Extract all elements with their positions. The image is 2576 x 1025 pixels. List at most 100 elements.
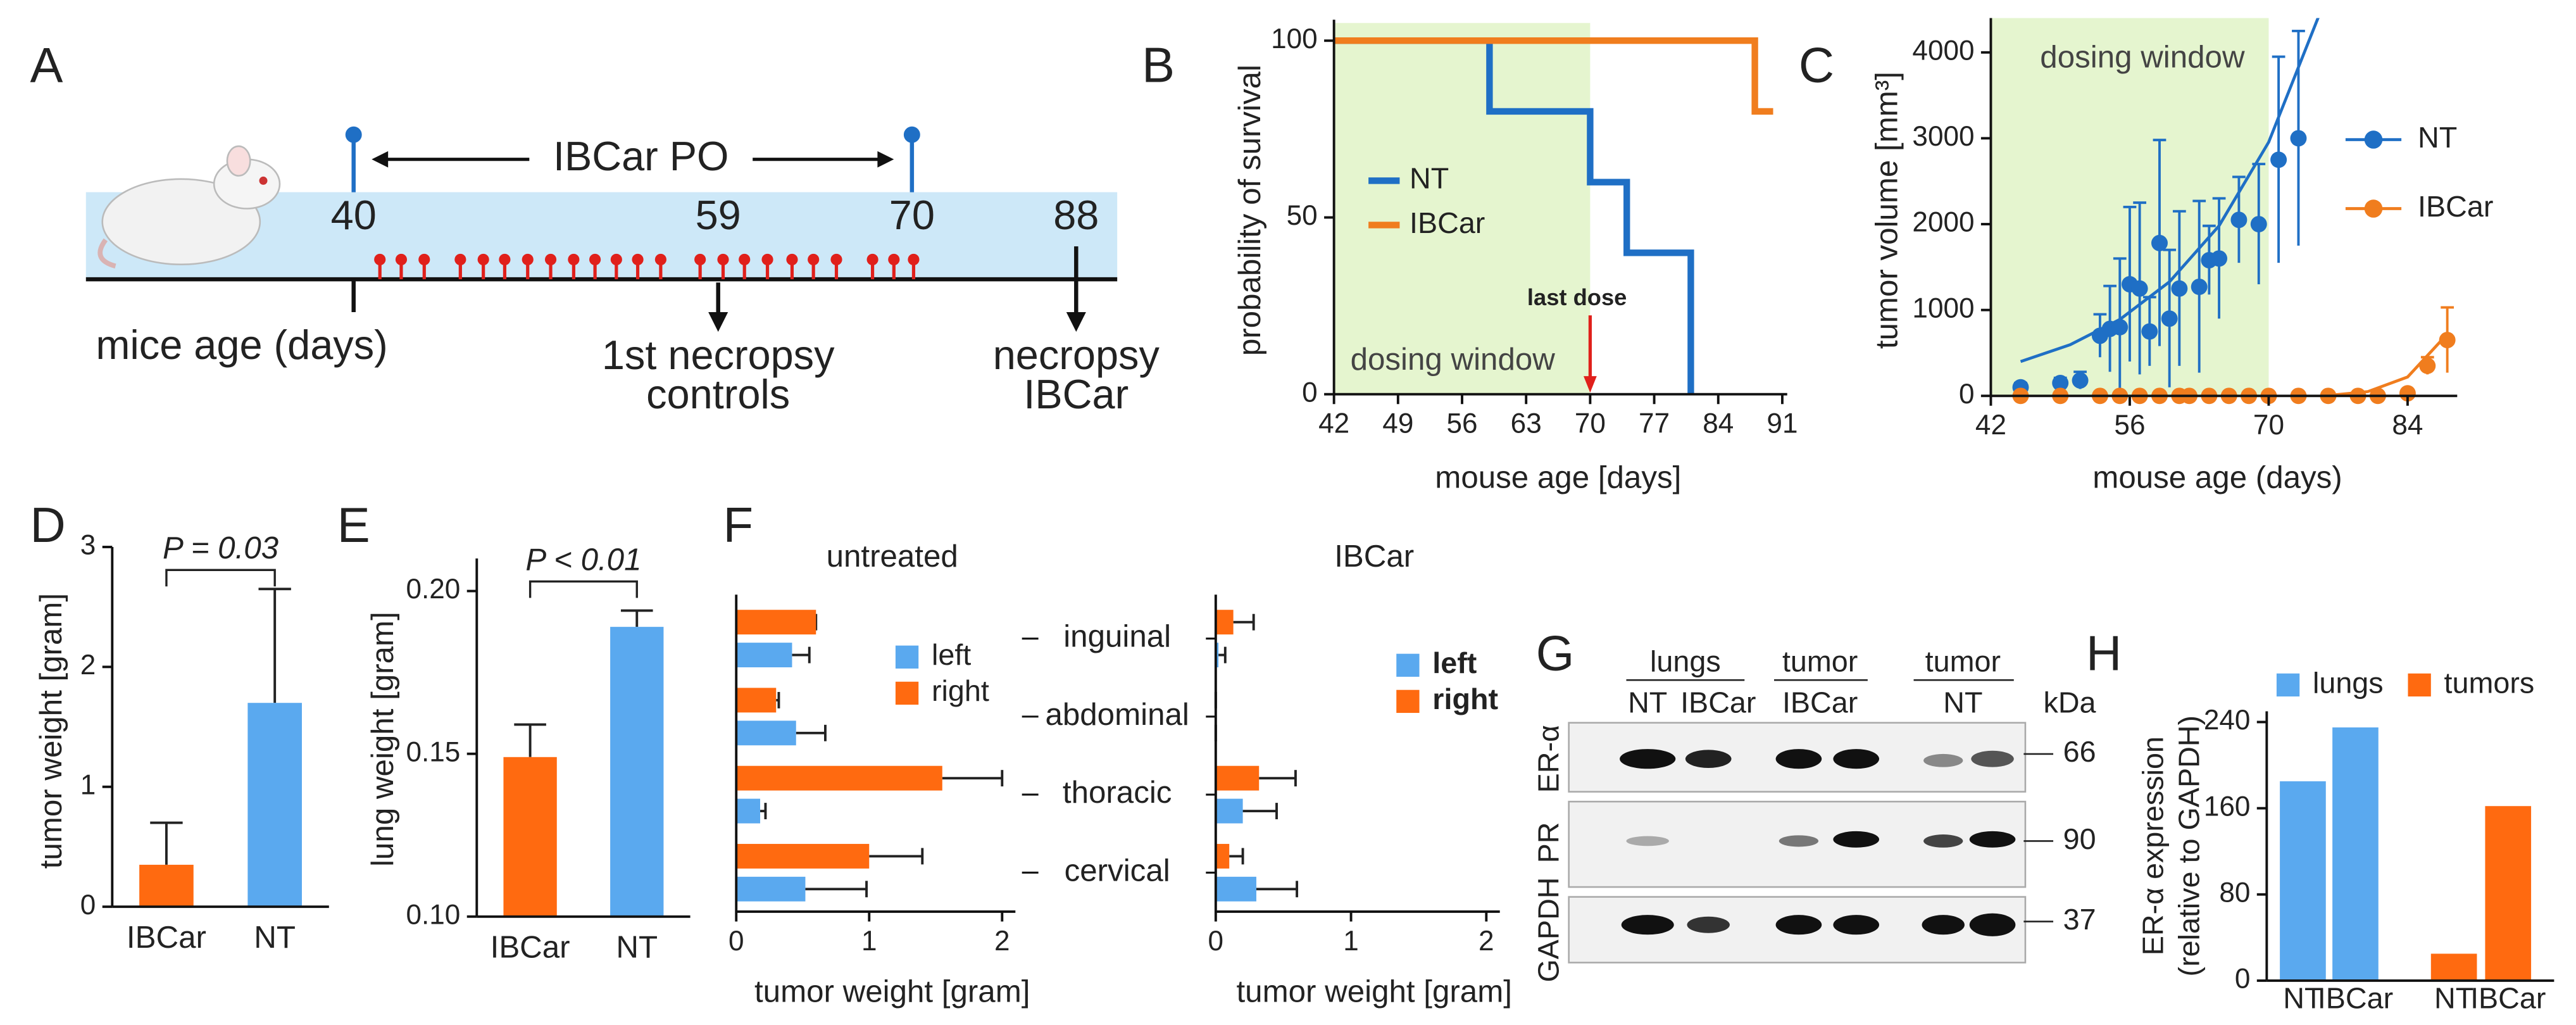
panel-label: A (30, 39, 63, 93)
dose-pin-head (454, 253, 466, 266)
data-point (2131, 280, 2148, 297)
band (1685, 750, 1732, 768)
mouse-ear (226, 145, 251, 177)
x-tick-label: 56 (2114, 410, 2145, 441)
data-point (2191, 279, 2208, 296)
y-tick-label: 1000 (1912, 292, 1974, 324)
dose-pin-head (477, 253, 489, 266)
data-point (2111, 318, 2129, 336)
x-axis-label: mouse age (days) (2092, 460, 2342, 495)
x-tick-label: IBCar (2318, 981, 2393, 1014)
significance-bracket (165, 569, 276, 587)
y-axis-label: tumor volume [mm³] (1870, 72, 1904, 349)
bar (736, 643, 792, 668)
panel-label: E (337, 498, 370, 553)
legend-label: IBCar (1410, 206, 1485, 239)
dose-pin-head (589, 253, 601, 266)
mouse-eye (259, 176, 268, 185)
event-label: controls (646, 371, 790, 417)
legend-label: left (932, 638, 971, 671)
x-tick-label: NT (616, 930, 658, 965)
blot-kda: 90 (2063, 822, 2096, 855)
blot-unit: kDa (2043, 686, 2096, 719)
x-tick-label: IBCar (127, 920, 206, 955)
y-tick-label: 0 (2235, 964, 2251, 995)
survival-line (1334, 37, 1773, 115)
significance-bracket (528, 580, 638, 598)
y-tick-label: 0.15 (406, 736, 461, 767)
legend-label: tumors (2444, 666, 2535, 699)
bar (736, 688, 777, 713)
y-axis-label: probability of survival (1232, 65, 1267, 356)
event-label: IBCar (1023, 371, 1129, 417)
blot-row: GAPDH (1532, 877, 1565, 983)
band (1833, 915, 1880, 935)
age-label: 88 (1053, 192, 1099, 238)
x-tick-label: 1 (1343, 926, 1359, 957)
axis-label: mice age (days) (96, 322, 387, 368)
bar (736, 843, 870, 869)
band (1969, 831, 2016, 848)
arrow-head (1066, 311, 1086, 332)
panel-label: B (1142, 39, 1175, 93)
group-title: untreated (827, 539, 958, 574)
x-tick-label: 0 (728, 926, 744, 957)
bar (2280, 781, 2326, 981)
bar (736, 720, 796, 746)
y-tick-label: 160 (2204, 791, 2251, 822)
legend-swatch (1396, 653, 1420, 677)
dose-pin-head (345, 126, 362, 143)
legend-dot (2364, 130, 2383, 149)
legend-label: lungs (2313, 666, 2384, 699)
y-tick-label: 4000 (1912, 35, 1974, 66)
blot-lane: IBCar (1680, 686, 1756, 719)
age-label: 40 (331, 192, 377, 238)
bar (736, 876, 806, 902)
y-tick-label: 3000 (1912, 121, 1974, 152)
mouse-illustration (97, 145, 281, 269)
bar (736, 610, 816, 635)
band (1621, 915, 1674, 935)
x-tick-label: 77 (1639, 408, 1670, 439)
x-tick-label: 0 (1208, 926, 1224, 957)
dose-pin-head (739, 253, 751, 266)
dose-pin-head (761, 253, 773, 266)
dose-pin-head (610, 253, 622, 266)
y-axis-label: ER-α expression (2136, 736, 2169, 955)
group-title: IBCar (1334, 539, 1414, 574)
dose-pin-head (499, 253, 511, 266)
bar (503, 757, 557, 917)
legend-label: right (1432, 682, 1498, 715)
band (1922, 915, 1965, 935)
bar (736, 798, 761, 824)
y-tick-label: 80 (2219, 877, 2250, 908)
blot-group: tumor (1782, 645, 1858, 678)
y-tick-label: 0 (1959, 379, 1975, 410)
band (1923, 834, 1963, 848)
dose-pin-head (903, 126, 920, 143)
dose-pin-head (888, 253, 900, 266)
x-tick-label: 84 (2392, 410, 2423, 441)
arrow-head (708, 311, 728, 332)
x-tick-label: 49 (1382, 408, 1413, 439)
bar (1215, 798, 1243, 824)
bar (2430, 953, 2477, 981)
event-label: necropsy (993, 332, 1160, 378)
x-tick-label: 1 (861, 926, 877, 957)
category-label: abdominal (1045, 697, 1189, 732)
data-point (2270, 151, 2287, 168)
band (1775, 915, 1822, 935)
arrow-head (1584, 376, 1597, 393)
y-tick-label: 50 (1287, 200, 1318, 231)
x-tick-label: 84 (1703, 408, 1734, 439)
data-point (2290, 130, 2307, 147)
annotation-label: last dose (1527, 284, 1627, 310)
y-tick-label: 0 (1302, 377, 1318, 408)
data-point (2151, 234, 2168, 251)
x-tick-label: 42 (1318, 408, 1349, 439)
y-tick-label: 240 (2204, 705, 2251, 736)
bar (1215, 610, 1234, 635)
dose-pin-head (866, 253, 878, 266)
